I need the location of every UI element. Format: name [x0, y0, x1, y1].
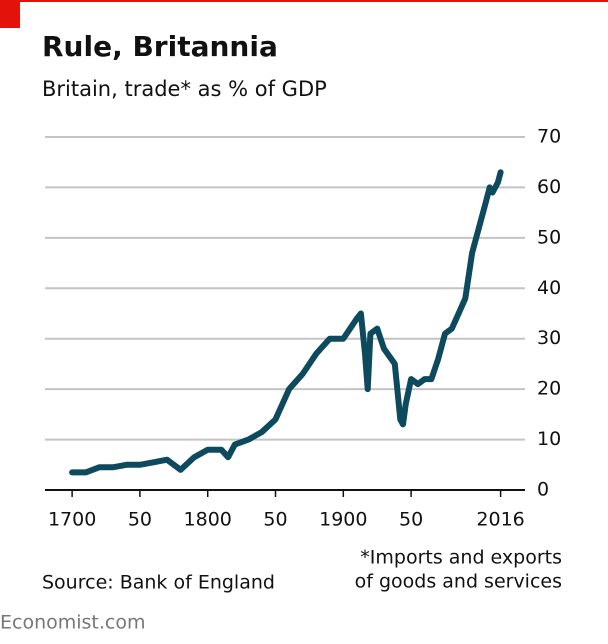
x-tick-label: 1900	[319, 509, 367, 531]
brand: Economist.com	[0, 612, 146, 634]
x-tick-label: 1700	[48, 509, 96, 531]
chart-subtitle: Britain, trade* as % of GDP	[42, 77, 327, 101]
x-tick-label: 50	[399, 509, 423, 531]
source: Source: Bank of England	[42, 572, 275, 594]
y-tick-label: 50	[537, 226, 561, 248]
data-line	[69, 169, 504, 476]
y-tick-label: 30	[537, 327, 561, 349]
y-tick-label: 10	[537, 428, 561, 450]
x-tick-label: 2016	[476, 509, 524, 531]
x-tick-label: 1800	[184, 509, 232, 531]
x-tick-label: 50	[263, 509, 287, 531]
y-tick-label: 70	[537, 126, 561, 148]
x-tick-label: 50	[128, 509, 152, 531]
y-tick-label: 20	[537, 378, 561, 400]
chart-title: Rule, Britannia	[42, 30, 278, 63]
red-tag	[0, 0, 20, 28]
footnote: *Imports and exports	[360, 547, 562, 569]
y-tick-label: 60	[537, 176, 561, 198]
y-tick-label: 0	[537, 479, 549, 501]
footnote: of goods and services	[355, 571, 562, 593]
y-tick-label: 40	[537, 277, 561, 299]
top-rule	[0, 0, 608, 2]
